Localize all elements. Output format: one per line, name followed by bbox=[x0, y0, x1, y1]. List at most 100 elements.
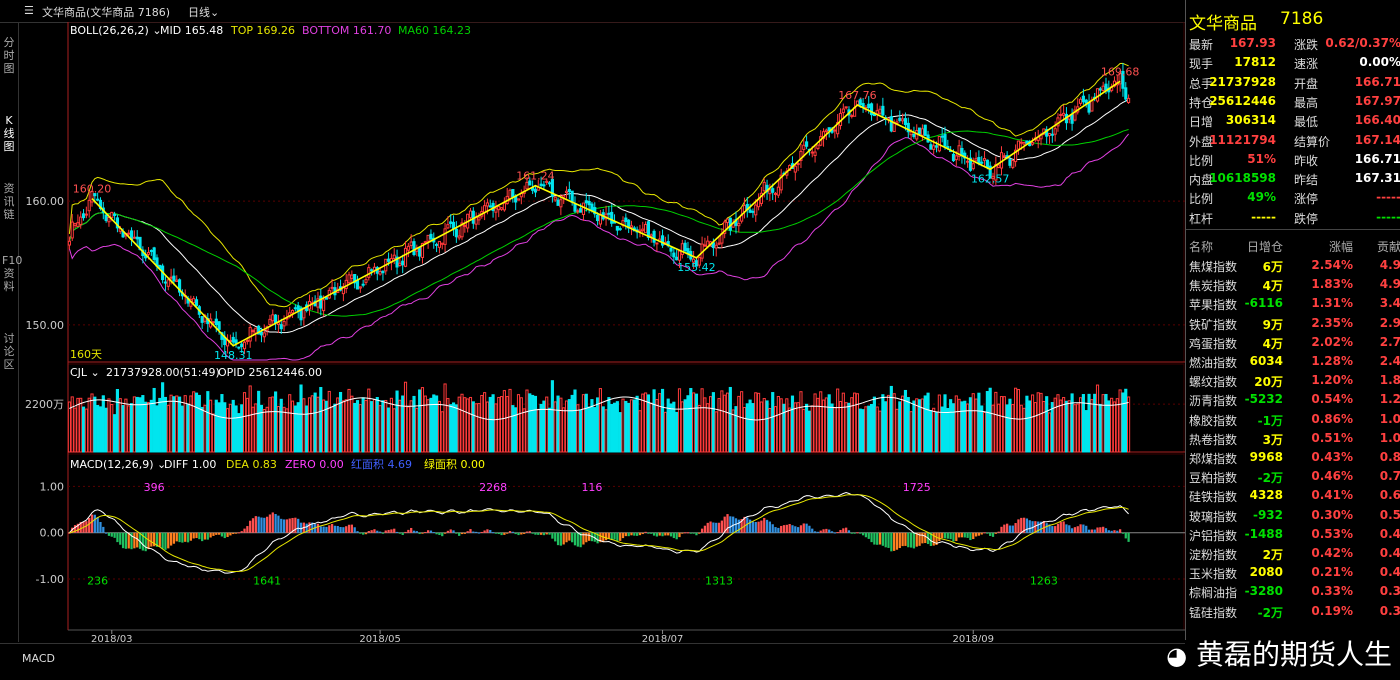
table-row[interactable]: 豆粕指数 -2万 0.46% 0.7 bbox=[1186, 467, 1400, 486]
table-row[interactable]: 热卷指数 3万 0.51% 1.0 bbox=[1186, 429, 1400, 448]
candle-body bbox=[576, 210, 580, 213]
menu-icon[interactable]: ☰ bbox=[24, 4, 34, 17]
volume-bar bbox=[192, 391, 196, 453]
volume-bar bbox=[576, 404, 580, 453]
volume-bar bbox=[1019, 404, 1023, 453]
candle-body bbox=[1073, 109, 1077, 121]
candle bbox=[155, 254, 159, 272]
macd-bar bbox=[918, 532, 921, 546]
macd-bar bbox=[737, 519, 740, 533]
candle-body bbox=[460, 222, 464, 238]
tab-kline[interactable]: K线图 bbox=[3, 114, 15, 153]
column-header[interactable]: 名称 bbox=[1189, 240, 1214, 254]
volume-bar bbox=[293, 405, 297, 453]
table-row[interactable]: 苹果指数 -6116 1.31% 3.4 bbox=[1186, 294, 1400, 313]
indicator-tab-macd[interactable]: MACD bbox=[22, 652, 55, 665]
column-header[interactable]: 贡献 bbox=[1376, 240, 1400, 254]
macd-bar bbox=[93, 514, 96, 533]
table-row[interactable]: 硅铁指数 4328 0.41% 0.6 bbox=[1186, 486, 1400, 505]
candle bbox=[384, 258, 388, 275]
candle bbox=[1070, 108, 1074, 131]
macd-bar bbox=[441, 532, 444, 537]
volume-bar bbox=[73, 407, 77, 453]
constituent-change: 2.54% bbox=[1311, 258, 1353, 272]
macd-bar bbox=[929, 532, 933, 546]
macd-bar bbox=[763, 517, 766, 533]
price-tick-label: 160.00 bbox=[26, 195, 65, 208]
macd-bar bbox=[1073, 527, 1077, 533]
candle-body bbox=[324, 296, 329, 300]
volume-bar bbox=[299, 384, 303, 453]
table-row[interactable]: 螺纹指数 20万 1.20% 1.8 bbox=[1186, 371, 1400, 390]
table-row[interactable]: 淀粉指数 2万 0.42% 0.4 bbox=[1186, 544, 1400, 563]
constituent-change: 2.02% bbox=[1311, 334, 1353, 349]
table-row[interactable]: 焦炭指数 4万 1.83% 4.9 bbox=[1186, 275, 1400, 294]
tab-intraday[interactable]: 分时图 bbox=[3, 36, 15, 75]
table-row[interactable]: 锰硅指数 -2万 0.19% 0.3 bbox=[1186, 602, 1400, 621]
table-row[interactable]: 焦煤指数 6万 2.54% 4.9 bbox=[1186, 256, 1400, 275]
table-row[interactable]: 铁矿指数 9万 2.35% 2.9 bbox=[1186, 314, 1400, 333]
macd-bar bbox=[376, 530, 379, 533]
period-selector[interactable]: 日线⌄ bbox=[188, 6, 220, 19]
macd-bar bbox=[816, 531, 820, 533]
table-row[interactable]: 棕榈油指 -3280 0.33% 0.3 bbox=[1186, 582, 1400, 601]
macd-bar bbox=[706, 522, 709, 533]
constituent-oi-change: -2万 bbox=[1257, 605, 1283, 620]
volume-bar bbox=[471, 401, 475, 453]
candle bbox=[96, 192, 100, 202]
tab-f10[interactable]: F10资料 bbox=[2, 254, 23, 293]
candle-body bbox=[1016, 140, 1021, 150]
candle-body bbox=[477, 216, 481, 221]
quote-label[interactable]: 结算价 bbox=[1294, 134, 1331, 149]
candle-body bbox=[1098, 88, 1102, 91]
table-row[interactable]: 玉米指数 2080 0.21% 0.4 bbox=[1186, 563, 1400, 582]
macd-bar bbox=[943, 532, 947, 539]
table-row[interactable]: 玻璃指数 -932 0.30% 0.5 bbox=[1186, 506, 1400, 525]
table-row[interactable]: 鸡蛋指数 4万 2.02% 2.7 bbox=[1186, 333, 1400, 352]
macd-bar bbox=[638, 532, 642, 536]
volume-bar bbox=[833, 407, 837, 453]
tab-discussion[interactable]: 讨论区 bbox=[3, 332, 15, 371]
volume-bar bbox=[768, 407, 772, 453]
candle-body bbox=[762, 181, 766, 192]
table-row[interactable]: 沥青指数 -5232 0.54% 1.2 bbox=[1186, 390, 1400, 409]
macd-bar bbox=[263, 517, 266, 533]
macd-bar bbox=[748, 519, 752, 533]
boll-legend-bottom: BOTTOM 161.70 bbox=[302, 24, 391, 37]
macd-legend-green-area: 绿面积 0.00 bbox=[424, 457, 485, 471]
candle-body bbox=[381, 270, 385, 274]
pivot-label: 162.57 bbox=[971, 172, 1010, 185]
candle-body bbox=[579, 208, 583, 213]
candle bbox=[293, 304, 297, 312]
macd-bar bbox=[237, 532, 241, 534]
table-row[interactable]: 燃油指数 6034 1.28% 2.4 bbox=[1186, 352, 1400, 371]
volume-bar bbox=[779, 398, 783, 453]
macd-bar bbox=[856, 532, 859, 534]
candle-body bbox=[677, 250, 682, 261]
table-row[interactable]: 橡胶指数 -1万 0.86% 1.0 bbox=[1186, 410, 1400, 429]
column-header[interactable]: 日增仓 bbox=[1246, 240, 1283, 254]
macd-bar bbox=[554, 532, 557, 542]
constituent-contribution: 0.3 bbox=[1379, 603, 1400, 618]
candle-body bbox=[420, 242, 425, 258]
volume-bar bbox=[412, 395, 416, 453]
quote-value: 166.71 bbox=[1354, 74, 1400, 89]
volume-bar bbox=[864, 406, 868, 453]
tab-news-chain[interactable]: 资讯链 bbox=[3, 182, 15, 221]
volume-bar bbox=[279, 398, 283, 453]
volume-bar bbox=[793, 402, 797, 453]
macd-bar bbox=[1085, 525, 1088, 533]
macd-bar bbox=[924, 532, 927, 544]
quote-row: 最新 167.93 涨跌 0.62/0.37% bbox=[1186, 34, 1400, 53]
instrument-title[interactable]: 文华商品(文华商品 7186) bbox=[42, 6, 171, 19]
pivot-label: 161.24 bbox=[516, 170, 555, 183]
column-header[interactable]: 涨幅 bbox=[1328, 240, 1353, 254]
candle bbox=[618, 226, 622, 231]
volume-bar bbox=[285, 408, 289, 453]
volume-bar bbox=[254, 403, 258, 453]
volume-bar bbox=[149, 399, 153, 453]
table-row[interactable]: 沪铝指数 -1488 0.53% 0.4 bbox=[1186, 525, 1400, 544]
volume-bar bbox=[542, 400, 546, 453]
table-row[interactable]: 郑煤指数 9968 0.43% 0.8 bbox=[1186, 448, 1400, 467]
kline-chart[interactable]: 150.00 160.00 160.20 148.31 161.24 155.42 167.… bbox=[18, 22, 1185, 642]
